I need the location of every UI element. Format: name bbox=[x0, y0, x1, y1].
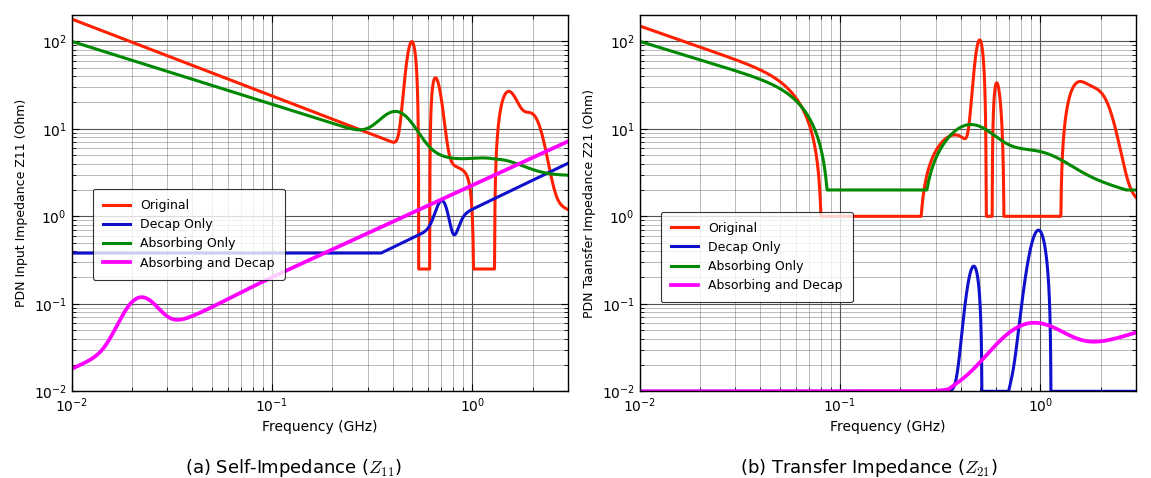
Absorbing Only bbox=[276, 105, 290, 111]
Line: Absorbing Only: Absorbing Only bbox=[71, 41, 567, 175]
Absorbing and Decap bbox=[1129, 330, 1143, 336]
Absorbing and Decap bbox=[1066, 334, 1080, 340]
Absorbing Only bbox=[121, 56, 135, 62]
Line: Absorbing and Decap: Absorbing and Decap bbox=[71, 141, 567, 369]
Absorbing Only bbox=[1129, 187, 1143, 193]
Absorbing and Decap bbox=[151, 304, 165, 310]
Absorbing and Decap bbox=[498, 167, 512, 173]
Decap Only bbox=[551, 165, 565, 171]
Original bbox=[689, 43, 703, 49]
Decap Only bbox=[64, 250, 78, 256]
Original bbox=[1120, 173, 1134, 178]
Absorbing Only bbox=[689, 56, 703, 62]
Original bbox=[718, 53, 732, 59]
Absorbing Only bbox=[633, 38, 647, 44]
Decap Only bbox=[823, 389, 837, 394]
Original bbox=[256, 89, 269, 95]
Y-axis label: PDN Input Impedance Z11 (Ohm): PDN Input Impedance Z11 (Ohm) bbox=[15, 99, 28, 307]
Decap Only bbox=[689, 389, 703, 394]
X-axis label: Frequency (GHz): Frequency (GHz) bbox=[830, 420, 946, 435]
Y-axis label: PDN Taansfer Impedance Z21 (Ohm): PDN Taansfer Impedance Z21 (Ohm) bbox=[584, 88, 596, 318]
Decap Only bbox=[1129, 389, 1143, 394]
Legend: Original, Decap Only, Absorbing Only, Absorbing and Decap: Original, Decap Only, Absorbing Only, Ab… bbox=[661, 212, 853, 302]
Legend: Original, Decap Only, Absorbing Only, Absorbing and Decap: Original, Decap Only, Absorbing Only, Ab… bbox=[93, 189, 284, 280]
Decap Only bbox=[718, 389, 732, 394]
Original bbox=[814, 214, 828, 219]
Original bbox=[633, 23, 647, 29]
X-axis label: Frequency (GHz): Frequency (GHz) bbox=[262, 420, 378, 435]
Absorbing and Decap bbox=[256, 279, 269, 285]
Line: Absorbing Only: Absorbing Only bbox=[640, 41, 1136, 190]
Absorbing Only bbox=[823, 187, 837, 193]
Absorbing and Decap bbox=[561, 139, 574, 144]
Line: Original: Original bbox=[71, 19, 567, 269]
Original bbox=[151, 49, 165, 55]
Absorbing and Decap bbox=[689, 389, 703, 394]
Text: (b) Transfer Impedance ($Z_{21}$): (b) Transfer Impedance ($Z_{21}$) bbox=[740, 457, 998, 478]
Absorbing and Decap bbox=[823, 389, 837, 394]
Decap Only bbox=[1120, 389, 1134, 394]
Absorbing and Decap bbox=[276, 269, 290, 275]
Absorbing Only bbox=[1120, 187, 1134, 193]
Absorbing Only bbox=[1066, 164, 1080, 170]
Decap Only bbox=[845, 389, 859, 394]
Decap Only bbox=[633, 389, 647, 394]
Line: Original: Original bbox=[640, 26, 1136, 217]
Original bbox=[276, 98, 290, 103]
Decap Only bbox=[498, 191, 512, 196]
Absorbing Only bbox=[845, 187, 859, 193]
Absorbing and Decap bbox=[633, 389, 647, 394]
Decap Only bbox=[151, 250, 165, 256]
Line: Decap Only: Decap Only bbox=[71, 163, 567, 253]
Absorbing and Decap bbox=[1028, 320, 1042, 326]
Absorbing and Decap bbox=[845, 389, 859, 394]
Original bbox=[845, 214, 859, 219]
Absorbing Only bbox=[718, 65, 732, 71]
Absorbing and Decap bbox=[718, 389, 732, 394]
Decap Only bbox=[1066, 389, 1080, 394]
Decap Only bbox=[561, 161, 574, 166]
Original bbox=[1066, 85, 1080, 90]
Line: Decap Only: Decap Only bbox=[640, 230, 1136, 391]
Text: (a) Self-Impedance ($Z_{11}$): (a) Self-Impedance ($Z_{11}$) bbox=[185, 457, 402, 478]
Original bbox=[551, 198, 565, 204]
Absorbing and Decap bbox=[121, 304, 135, 309]
Absorbing Only bbox=[256, 98, 269, 104]
Original bbox=[64, 16, 78, 22]
Absorbing and Decap bbox=[1120, 333, 1134, 338]
Absorbing Only bbox=[151, 65, 165, 71]
Original bbox=[498, 92, 512, 98]
Absorbing Only bbox=[821, 187, 834, 193]
Decap Only bbox=[121, 250, 135, 256]
Absorbing Only bbox=[64, 38, 78, 44]
Decap Only bbox=[1031, 227, 1045, 233]
Original bbox=[823, 214, 837, 219]
Absorbing Only bbox=[551, 172, 565, 177]
Original bbox=[412, 266, 426, 272]
Original bbox=[1129, 195, 1143, 200]
Original bbox=[561, 206, 574, 212]
Decap Only bbox=[256, 250, 269, 256]
Absorbing and Decap bbox=[64, 366, 78, 372]
Absorbing and Decap bbox=[551, 143, 565, 149]
Original bbox=[121, 38, 135, 43]
Line: Absorbing and Decap: Absorbing and Decap bbox=[640, 323, 1136, 391]
Absorbing Only bbox=[561, 173, 574, 178]
Decap Only bbox=[276, 250, 290, 256]
Absorbing Only bbox=[498, 157, 512, 163]
